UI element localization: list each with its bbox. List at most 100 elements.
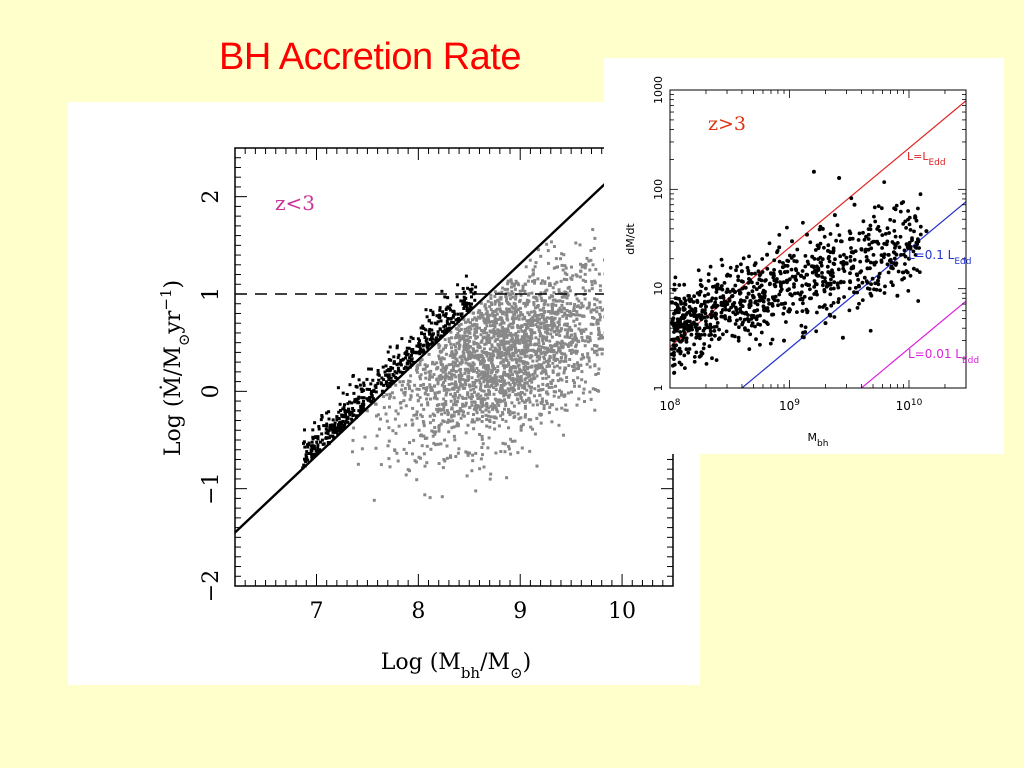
gray-point xyxy=(542,407,546,410)
gray-point xyxy=(442,381,445,385)
scatter-point xyxy=(686,350,691,355)
gray-point xyxy=(599,315,602,319)
gray-point xyxy=(552,266,556,270)
gray-point xyxy=(519,370,523,374)
black-point xyxy=(446,296,450,300)
black-point xyxy=(355,385,359,389)
scatter-point xyxy=(906,209,910,213)
gray-point xyxy=(527,365,531,369)
black-point xyxy=(310,440,314,444)
right-y-axis-label: dM/dt xyxy=(624,223,637,255)
gray-point xyxy=(468,368,472,372)
right-x-tick-label: 109 xyxy=(779,398,800,413)
gray-point xyxy=(452,365,455,369)
gray-point xyxy=(444,352,448,356)
scatter-point xyxy=(700,310,705,314)
gray-point xyxy=(451,355,455,359)
right-y-tick-label: 1000 xyxy=(652,76,665,104)
black-point xyxy=(410,357,414,361)
gray-point xyxy=(480,434,484,438)
gray-point xyxy=(454,370,458,373)
gray-point xyxy=(502,321,506,325)
gray-point xyxy=(444,393,448,397)
gray-point xyxy=(559,308,563,312)
black-point xyxy=(305,458,309,462)
gray-point xyxy=(503,351,507,355)
black-point xyxy=(399,363,403,367)
scatter-point xyxy=(701,346,706,351)
gray-point xyxy=(461,397,465,400)
gray-point xyxy=(508,393,512,397)
gray-point xyxy=(499,379,503,383)
scatter-point xyxy=(746,328,750,333)
gray-point xyxy=(404,423,408,427)
gray-point xyxy=(535,314,539,317)
scatter-point xyxy=(678,323,682,327)
gray-point xyxy=(595,298,599,302)
gray-point xyxy=(563,335,567,339)
gray-point xyxy=(491,365,495,369)
gray-point xyxy=(538,388,542,392)
scatter-point xyxy=(918,232,923,237)
gray-point xyxy=(583,266,587,270)
scatter-point xyxy=(672,362,677,367)
scatter-point xyxy=(802,335,806,340)
gray-point xyxy=(523,415,527,419)
gray-point xyxy=(464,396,468,400)
gray-point xyxy=(498,303,501,307)
scatter-point xyxy=(897,245,902,250)
gray-point xyxy=(549,347,553,351)
gray-point xyxy=(443,411,447,415)
black-point xyxy=(469,290,473,294)
gray-point xyxy=(494,382,498,386)
gray-point xyxy=(482,389,486,393)
gray-point xyxy=(518,393,522,397)
gray-point xyxy=(536,305,540,309)
gray-point xyxy=(596,322,600,326)
gray-point xyxy=(476,356,480,360)
black-point xyxy=(409,335,413,339)
gray-point xyxy=(593,236,597,240)
gray-point xyxy=(403,390,407,394)
black-point xyxy=(417,345,421,348)
black-point xyxy=(392,355,396,359)
gray-point xyxy=(529,343,533,347)
black-point xyxy=(474,285,478,289)
scatter-point xyxy=(896,269,901,274)
gray-point xyxy=(446,420,450,424)
scatter-point xyxy=(827,312,832,317)
gray-point xyxy=(449,399,453,403)
gray-point xyxy=(563,313,567,317)
black-point xyxy=(350,410,354,414)
scatter-point xyxy=(766,322,770,326)
black-point xyxy=(309,450,313,454)
scatter-point xyxy=(805,309,810,314)
gray-point xyxy=(473,381,477,384)
gray-point xyxy=(522,301,526,305)
gray-point xyxy=(546,392,550,396)
black-point xyxy=(431,332,435,336)
gray-point xyxy=(502,336,506,340)
gray-point xyxy=(540,299,544,303)
black-point xyxy=(467,302,471,305)
black-point xyxy=(449,303,453,307)
gray-point xyxy=(550,309,554,313)
scatter-point xyxy=(683,366,687,370)
scatter-point xyxy=(786,259,791,263)
gray-point xyxy=(545,327,549,331)
scatter-point xyxy=(914,246,919,250)
gray-point xyxy=(568,341,572,345)
scatter-point xyxy=(800,269,805,273)
gray-point xyxy=(457,447,461,451)
gray-point xyxy=(511,322,515,326)
black-point xyxy=(352,391,356,395)
scatter-point xyxy=(862,275,867,280)
gray-point xyxy=(522,352,526,355)
scatter-point xyxy=(801,220,805,225)
black-point xyxy=(328,434,332,438)
scatter-point xyxy=(904,226,908,230)
black-point xyxy=(422,327,426,330)
right-plot-frame xyxy=(669,89,967,389)
scatter-point xyxy=(772,282,777,287)
scatter-point xyxy=(673,275,678,280)
